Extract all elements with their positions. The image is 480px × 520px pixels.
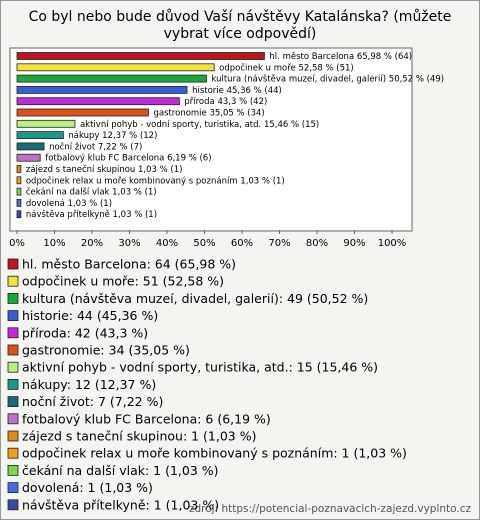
legend-swatch [7,292,19,304]
legend-swatch [7,413,19,425]
legend-label: aktivní pohyb - vodní sporty, turistika,… [22,360,378,375]
x-tick-label: 80% [306,238,328,249]
bar [16,165,22,173]
bar [16,63,215,72]
legend-label: nákupy: 12 (12,37 %) [22,377,156,392]
legend-swatch [7,378,19,390]
legend-label: hl. město Barcelona: 64 (65,98 %) [22,257,236,272]
legend-label: dovolená: 1 (1,03 %) [22,480,153,495]
bar [16,97,180,106]
legend-label: gastronomie: 34 (35,05 %) [22,343,190,358]
bar [16,153,41,162]
bar [16,86,188,94]
legend-label: zájezd s taneční skupinou: 1 (1,03 %) [22,429,257,444]
bar [16,52,265,60]
bar [16,187,22,196]
bar [16,142,45,151]
legend-swatch [7,344,19,356]
legend-swatch [7,447,19,459]
bar-label: zájezd s taneční skupinou 1,03 % (1) [26,164,183,175]
bar-label: nákupy 12,37 % (12) [68,131,157,141]
x-tick-label: 60% [231,238,253,249]
x-tick-label: 30% [118,238,140,249]
legend-label: noční život: 7 (7,22 %) [22,394,163,409]
legend-swatch [7,310,19,322]
x-tick-label: 90% [343,238,365,249]
bar [16,108,149,117]
bar-label: noční život 7,22 % (7) [49,141,142,152]
legend-label: historie: 44 (45,36 %) [22,308,158,323]
x-tick-label: 100% [378,238,407,249]
bar-label: čekání na další vlak 1,03 % (1) [26,187,157,198]
legend-swatch [7,499,19,511]
bar-label: příroda 43,3 % (42) [184,97,267,107]
bar-label: odpočinek u moře 52,58 % (51) [219,62,354,73]
bar [16,176,22,185]
legend-swatch [7,482,19,494]
legend-swatch [7,396,19,408]
x-tick-label: 50% [193,238,215,249]
legend-label: kultura (návštěva muzeí, divadel, galeri… [22,291,368,306]
bar-label: kultura (návštěva muzeí, divadel, galeri… [211,74,444,85]
bar [16,131,64,140]
bar-label: dovolená 1,03 % (1) [26,199,112,209]
bar-label: aktivní pohyb - vodní sporty, turistika,… [80,120,319,130]
bar [16,74,207,83]
legend-label: odpočinek u moře: 51 (52,58 %) [22,274,224,289]
bar-label: hl. město Barcelona 65,98 % (64) [269,52,412,62]
legend-swatch [7,464,19,476]
legend-swatch [7,361,19,373]
bar-label: odpočinek relax u moře kombinovaný s poz… [26,175,285,186]
bar [16,119,76,128]
bar-label: fotbalový klub FC Barcelona 6,19 % (6) [45,154,211,164]
source: zdroj: https://potencial-poznavacich-zaj… [189,503,471,515]
legend-swatch [7,275,19,287]
bar-label: gastronomie 35,05 % (34) [153,109,264,119]
legend-swatch [7,327,19,339]
bar [16,198,22,207]
bar-label: návštěva přítelkyně 1,03 % (1) [26,209,157,220]
bar-label: historie 45,36 % (44) [192,86,282,96]
x-tick-label: 40% [156,238,178,249]
legend-label: odpočinek relax u moře kombinovaný s poz… [22,446,407,461]
legend-label: fotbalový klub FC Barcelona: 6 (6,19 %) [22,411,271,426]
x-tick-label: 10% [43,238,65,249]
bar [16,210,22,219]
chart-title: Co byl nebo bude důvod Vaší návštěvy Kat… [28,9,452,42]
legend-label: čekání na další vlak: 1 (1,03 %) [22,463,219,478]
legend-label: příroda: 42 (43,3 %) [22,325,148,340]
x-tick-label: 0% [9,238,25,249]
x-tick-label: 20% [81,238,103,249]
legend-swatch [7,430,19,442]
x-tick-label: 70% [268,238,290,249]
legend-swatch [7,258,19,270]
legend-label: návštěva přítelkyně: 1 (1,03 %) [22,497,219,512]
